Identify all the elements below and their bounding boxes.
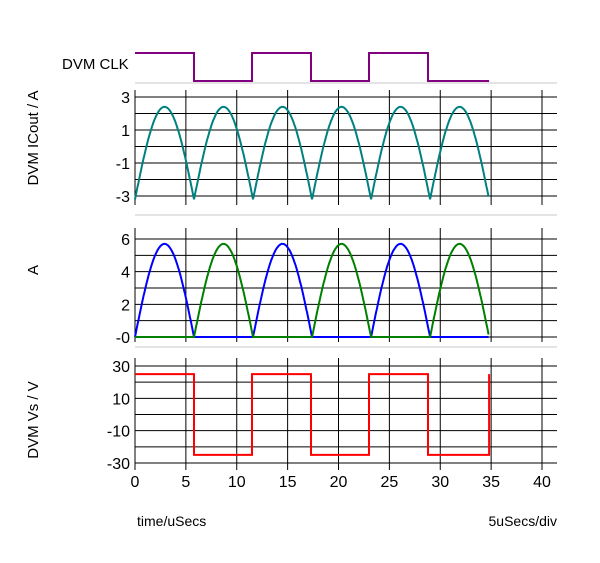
x-tick-label: 15: [279, 474, 297, 491]
clock-label: DVM CLK: [62, 56, 129, 73]
x-tick-label: 20: [330, 474, 348, 491]
voltage-axis-label: DVM Vs / V: [25, 381, 42, 459]
x-tick-label: 5: [181, 474, 190, 491]
x-tick-label: 40: [533, 474, 551, 491]
x-axis-ticks: 0 5 10 15 20 25 30 35 40: [131, 474, 551, 491]
clock-panel: [135, 52, 490, 82]
icout-ytick-label: -1: [116, 156, 130, 173]
scale-label: 5uSecs/div: [489, 513, 557, 529]
current-ytick-label: -0: [116, 330, 130, 347]
voltage-ytick-label: 10: [112, 391, 130, 408]
icout-ytick-label: 1: [121, 123, 130, 140]
icout-ytick-label: -3: [116, 189, 130, 206]
icout-panel: 3 1 -1 -3: [116, 90, 557, 206]
current-ytick-label: 2: [121, 297, 130, 314]
x-axis-label: time/uSecs: [137, 513, 206, 529]
voltage-series-line: [135, 373, 491, 456]
icout-ytick-label: 3: [121, 90, 130, 107]
x-tick-label: 30: [431, 474, 449, 491]
current-panel: 6 4 2 -0: [116, 228, 557, 347]
voltage-ytick-label: 30: [112, 359, 130, 376]
icout-axis-label: DVM ICout / A: [25, 90, 42, 185]
current-ytick-label: 6: [121, 232, 130, 249]
current-ytick-label: 4: [121, 265, 130, 282]
voltage-ytick-label: -10: [107, 424, 130, 441]
current-green-series-line: [135, 242, 490, 338]
voltage-panel: 30 10 -10 -30: [107, 358, 557, 473]
icout-series-line: [134, 105, 490, 200]
voltage-ytick-label: -30: [107, 456, 130, 473]
current-blue-series-line: [134, 242, 489, 338]
current-axis-label: A: [25, 265, 42, 275]
x-tick-label: 0: [131, 474, 140, 491]
x-tick-label: 25: [380, 474, 398, 491]
x-tick-label: 35: [482, 474, 500, 491]
x-tick-label: 10: [228, 474, 246, 491]
clock-series-line: [135, 52, 490, 82]
